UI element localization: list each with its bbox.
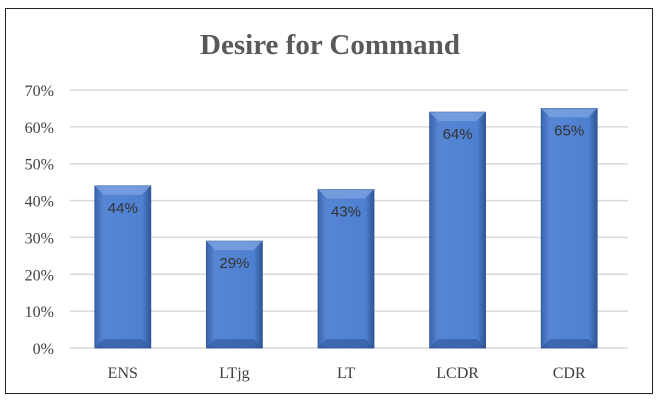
y-tick-label: 30% [25, 230, 54, 247]
x-tick-label: ENS [108, 365, 138, 382]
bar-bevel-top [206, 241, 263, 251]
bar-bevel-bottom [206, 339, 263, 348]
y-tick-label: 60% [25, 120, 54, 137]
y-tick-label: 40% [25, 194, 54, 211]
y-tick-label: 50% [25, 157, 54, 174]
bar-bevel-bottom [541, 339, 598, 348]
data-label: 29% [219, 255, 249, 272]
data-label: 64% [443, 126, 473, 143]
bar-bevel-top [429, 112, 486, 122]
data-label: 43% [331, 204, 361, 221]
bar-bevel-bottom [429, 339, 486, 348]
y-tick-label: 20% [25, 267, 54, 284]
x-tick-label: LT [337, 365, 355, 382]
x-tick-label: CDR [553, 365, 586, 382]
bar-bevel-bottom [318, 339, 374, 348]
y-tick-label: 0% [33, 341, 54, 358]
y-tick-label: 70% [25, 83, 54, 100]
bar-bevel-top [541, 108, 598, 118]
data-label: 44% [108, 200, 138, 217]
bar [317, 189, 375, 349]
bar-bevel-bottom [94, 339, 151, 348]
bar-bevel-top [318, 189, 374, 199]
x-tick-label: LCDR [436, 365, 479, 382]
y-tick-label: 10% [25, 304, 54, 321]
bar [429, 111, 487, 349]
data-label: 65% [554, 122, 584, 139]
bar-bevel-top [94, 185, 151, 195]
bar [94, 185, 152, 349]
x-tick-label: LTjg [219, 365, 250, 382]
bar [540, 108, 598, 349]
chart-title: Desire for Command [200, 29, 460, 61]
bar [205, 240, 263, 349]
